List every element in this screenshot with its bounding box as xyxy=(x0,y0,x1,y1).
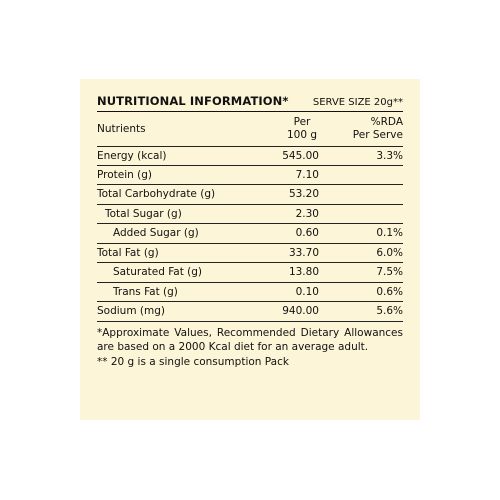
table-header: NUTRITIONAL INFORMATION* SERVE SIZE 20g*… xyxy=(97,94,403,108)
nutrient-name: Saturated Fat (g) xyxy=(113,266,203,279)
nutrient-name: Total Carbohydrate (g) xyxy=(97,188,216,201)
serve-size-footnote: ** 20 g is a single consumption Pack xyxy=(97,355,289,368)
nutrient-name: Total Sugar (g) xyxy=(105,207,182,220)
per-100g-value: 13.80 xyxy=(288,266,319,279)
nutrient-name: Energy (kcal) xyxy=(97,149,167,162)
per-100g-value: 0.60 xyxy=(295,227,319,240)
nutrient-name: Sodium (mg) xyxy=(97,305,165,318)
nutrient-name: Protein (g) xyxy=(97,168,153,181)
per-100g-value: 2.30 xyxy=(295,207,319,220)
per-100g-header-line1: Per xyxy=(293,116,311,128)
table-row: Energy (kcal) 545.00 3.3% xyxy=(97,146,403,166)
nutrients-column-header: Nutrients xyxy=(97,123,146,135)
per-100g-value: 53.20 xyxy=(288,188,319,201)
rda-value: 3.3% xyxy=(376,149,403,162)
nutrient-name: Trans Fat (g) xyxy=(113,285,178,298)
footnotes: *Approximate Values, Recommended Dietary… xyxy=(97,326,403,369)
table-row: Total Sugar (g) 2.30 xyxy=(97,205,403,224)
per-100g-header-line2: 100 g xyxy=(286,129,318,141)
per-100g-value: 545.00 xyxy=(282,149,319,162)
table-row: Sodium (mg) 940.00 5.6% xyxy=(97,302,403,322)
header-divider xyxy=(97,111,403,112)
rda-value: 5.6% xyxy=(376,305,403,318)
table-title: NUTRITIONAL INFORMATION* xyxy=(97,94,289,108)
nutrient-rows: Energy (kcal) 545.00 3.3% Protein (g) 7.… xyxy=(97,146,403,322)
table-row: Saturated Fat (g) 13.80 7.5% xyxy=(97,263,403,283)
serve-size: SERVE SIZE 20g** xyxy=(312,97,403,108)
per-100g-value: 33.70 xyxy=(288,246,319,259)
table-row: Trans Fat (g) 0.10 0.6% xyxy=(97,283,403,302)
rda-header-line2: Per Serve xyxy=(352,129,403,141)
table-row: Protein (g) 7.10 xyxy=(97,166,403,185)
rda-value: 6.0% xyxy=(376,246,403,259)
column-headers: Nutrients Per 100 g %RDA Per Serve xyxy=(97,112,403,146)
nutrient-name: Total Fat (g) xyxy=(97,246,159,259)
per-100g-value: 7.10 xyxy=(295,168,319,181)
rda-header-line1: %RDA xyxy=(370,116,403,128)
nutrition-panel: NUTRITIONAL INFORMATION* SERVE SIZE 20g*… xyxy=(80,79,420,420)
per-100g-value: 0.10 xyxy=(295,285,319,298)
rda-footnote: *Approximate Values, Recommended Dietary… xyxy=(97,326,403,353)
rda-column-header: %RDA Per Serve xyxy=(323,116,403,142)
nutrition-table: NUTRITIONAL INFORMATION* SERVE SIZE 20g*… xyxy=(97,94,403,369)
table-row: Total Carbohydrate (g) 53.20 xyxy=(97,185,403,205)
table-row: Added Sugar (g) 0.60 0.1% xyxy=(97,224,403,244)
nutrient-name: Added Sugar (g) xyxy=(113,227,199,240)
rda-value: 0.6% xyxy=(376,285,403,298)
per-100g-value: 940.00 xyxy=(282,305,319,318)
rda-value: 0.1% xyxy=(376,227,403,240)
table-row: Total Fat (g) 33.70 6.0% xyxy=(97,244,403,263)
per-100g-column-header: Per 100 g xyxy=(281,116,323,142)
rda-value: 7.5% xyxy=(376,266,403,279)
